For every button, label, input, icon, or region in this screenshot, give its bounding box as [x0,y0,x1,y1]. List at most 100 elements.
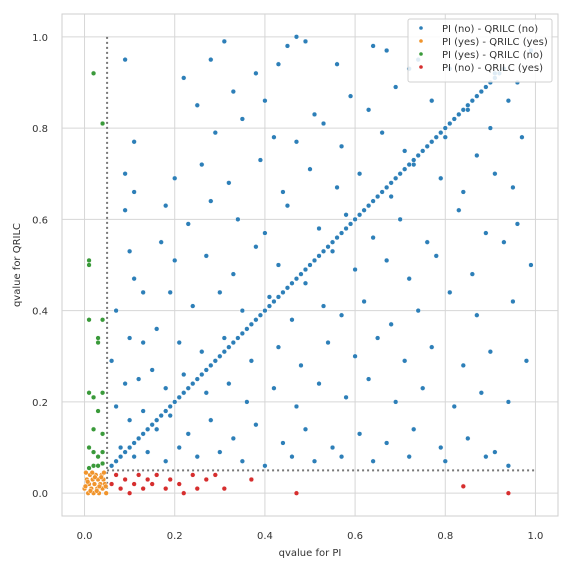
x-tick-label: 0.8 [437,531,453,542]
data-point [122,207,128,213]
data-point [356,171,363,177]
data-point [154,417,160,423]
data-point [149,422,155,428]
data-point [126,490,133,496]
x-tick-label: 0.6 [347,531,363,542]
data-point [95,335,101,341]
data-point [393,84,399,90]
y-tick-label: 0.2 [32,398,48,409]
data-point [510,298,516,305]
data-point [248,476,255,483]
data-point [266,294,273,300]
data-point [87,488,94,494]
data-point [122,171,128,177]
data-point [94,488,100,494]
data-point [456,207,462,213]
data-point [131,189,137,195]
data-point [487,349,494,355]
y-axis-label: qvalue for QRILC [12,223,23,307]
data-point [244,326,250,332]
data-point [113,307,119,314]
data-point [365,203,372,209]
data-point [154,472,160,478]
data-point [95,463,101,469]
data-point [117,444,124,451]
data-point [433,134,439,140]
data-point [91,481,98,487]
data-point [442,134,448,140]
data-point [253,70,259,76]
data-point [230,339,236,346]
data-point [411,426,417,432]
data-point [108,463,115,469]
data-point [271,298,277,305]
data-point [374,335,381,341]
data-point [338,454,345,460]
data-point [226,344,232,350]
data-point [158,239,164,245]
data-point [158,412,164,419]
data-point [465,102,471,108]
x-tick-label: 1.0 [528,531,544,542]
data-point [429,98,435,104]
legend-label: PI (no) - QRILC (no) [442,24,538,35]
data-point [221,38,227,45]
data-point [451,116,457,122]
data-point [239,458,246,464]
data-point [438,130,444,136]
data-point [402,358,408,364]
data-point [117,485,124,492]
data-point [280,189,286,195]
data-point [99,449,106,455]
data-point [406,276,412,282]
legend-marker [419,39,423,43]
data-point [289,317,295,323]
data-point [172,175,178,181]
data-point [456,111,462,118]
data-point [86,444,92,451]
data-point [451,403,457,410]
data-point [311,458,318,464]
data-point [519,134,525,140]
data-point [311,111,318,118]
data-point [212,358,218,364]
series-2-points [86,70,106,471]
data-point [289,280,295,286]
data-point [523,358,530,364]
x-tick-label: 0.0 [77,531,93,542]
data-point [181,490,187,496]
data-point [208,56,214,63]
data-point [172,399,178,405]
data-point [163,458,169,464]
data-point [86,465,92,471]
data-point [239,307,246,314]
data-point [438,444,444,451]
data-point [103,483,109,489]
data-point [203,390,209,396]
data-point [298,271,304,277]
data-point [185,431,191,437]
data-point [253,317,259,323]
data-point [365,376,372,382]
data-point [262,463,268,469]
data-point [320,248,327,254]
data-point [302,280,309,286]
data-point [370,458,376,464]
data-point [122,56,128,63]
data-point [86,317,92,323]
data-point [442,458,448,464]
x-axis-label: qvalue for PI [279,548,342,559]
data-point [82,483,89,489]
data-point [199,371,205,378]
data-point [352,266,358,273]
data-point [99,390,106,396]
data-point [90,463,97,469]
data-point [474,93,480,99]
data-point [108,481,115,487]
data-point [95,408,101,414]
data-point [126,335,133,341]
data-point [226,180,232,186]
data-point [90,426,97,432]
data-point [320,303,327,309]
